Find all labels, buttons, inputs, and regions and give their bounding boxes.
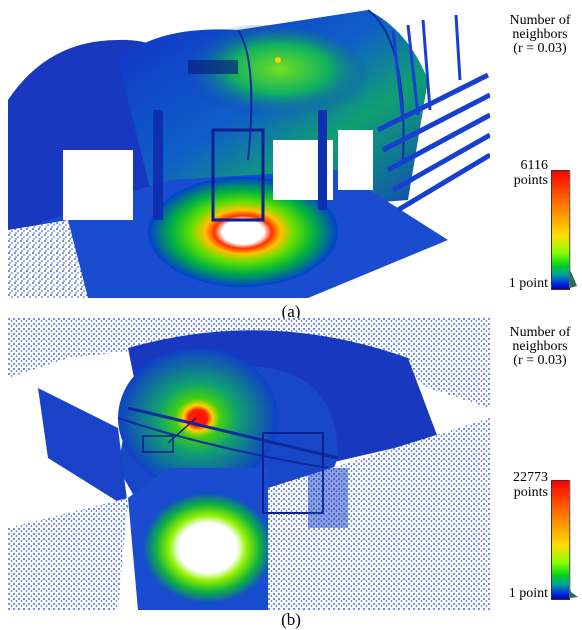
caption-a: (a): [281, 302, 301, 321]
legend-max-unit: points: [513, 485, 548, 500]
legend-min-label-b: 1 point: [508, 586, 548, 601]
legend-title-line: Number of: [509, 325, 571, 340]
legend-max-label-b: 22773 points: [498, 470, 548, 500]
legend-title-line: (r = 0.03): [513, 353, 567, 368]
caption-b: (b): [281, 610, 301, 629]
legend-title-a: Number of neighbors (r = 0.03): [500, 14, 580, 56]
legend-title-line: Number of: [509, 13, 571, 28]
legend-b: Number of neighbors (r = 0.03) 22773 poi…: [496, 318, 582, 608]
colorbar-a: [551, 170, 570, 290]
legend-title-line: neighbors: [512, 27, 568, 42]
panel-b: Number of neighbors (r = 0.03) 22773 poi…: [0, 318, 582, 629]
legend-max-value: 22773: [513, 470, 548, 485]
legend-max-value: 6116: [520, 158, 548, 173]
legend-title-line: (r = 0.03): [513, 41, 567, 56]
legend-title-b: Number of neighbors (r = 0.03): [500, 326, 580, 368]
legend-title-line: neighbors: [512, 339, 568, 354]
legend-max-label-a: 6116 points: [498, 158, 548, 188]
point-cloud-render-b: [8, 318, 490, 610]
colorbar-b: [551, 480, 570, 600]
legend-a: Number of neighbors (r = 0.03) 6116 poin…: [496, 0, 582, 300]
point-cloud-render-a: [8, 0, 490, 298]
legend-min-label-a: 1 point: [508, 276, 548, 291]
histogram-b: [569, 480, 578, 598]
panel-a: Number of neighbors (r = 0.03) 6116 poin…: [0, 0, 582, 321]
legend-max-unit: points: [513, 173, 548, 188]
histogram-a: [569, 170, 577, 288]
